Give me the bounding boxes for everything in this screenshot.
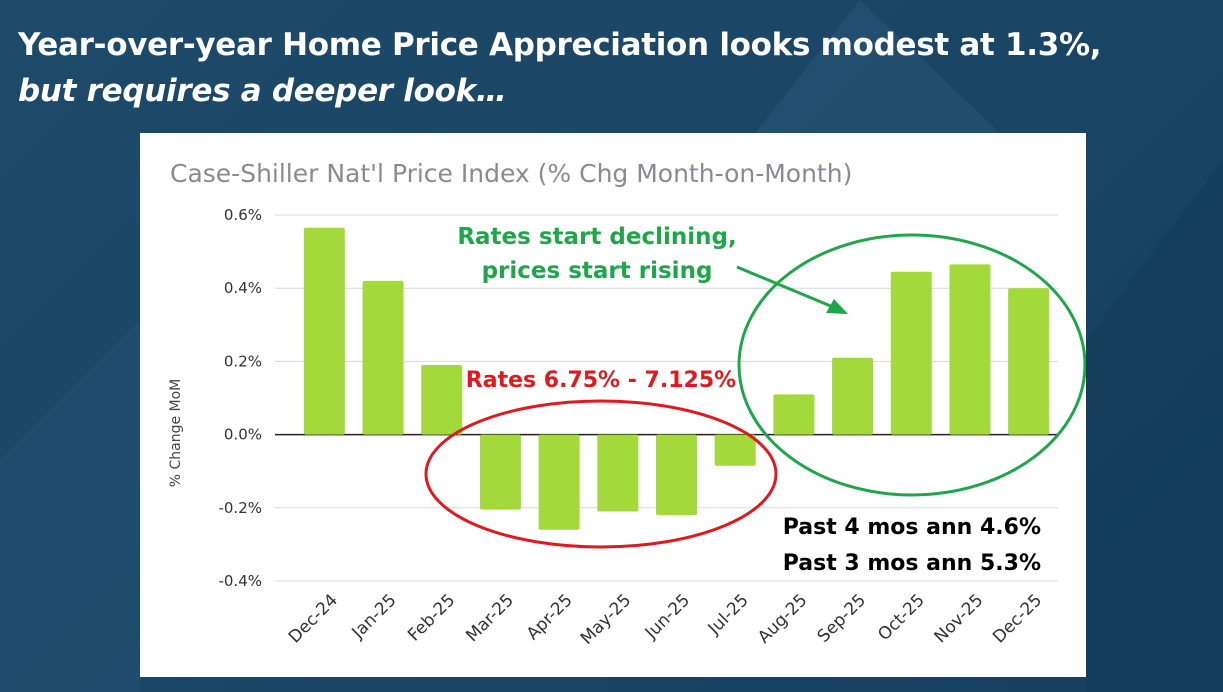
x-tick-label: Oct-25: [874, 590, 929, 645]
x-tick-label: Nov-25: [931, 590, 988, 647]
y-tick-label: 0.6%: [224, 206, 262, 224]
rates-decline-ellipse: [737, 233, 1086, 497]
chart-title: Case-Shiller Nat'l Price Index (% Chg Mo…: [170, 159, 852, 188]
annotation-arrow: [736, 265, 834, 309]
bar-jul-25: [714, 434, 756, 466]
bar-aug-25: [773, 394, 815, 435]
rates-decline-label-2: prices start rising: [482, 258, 713, 284]
headline-line-1: Year-over-year Home Price Appreciation l…: [18, 27, 1102, 63]
bar-jan-25: [362, 280, 404, 435]
x-tick-label: Jun-25: [641, 590, 694, 643]
bar-dec-25: [1008, 288, 1050, 435]
x-tick-label: Aug-25: [754, 590, 811, 647]
y-tick-label: 0.0%: [224, 426, 262, 444]
headline-line-2: but requires a deeper look…: [18, 73, 507, 109]
headline: Year-over-year Home Price Appreciation l…: [18, 22, 1102, 114]
bar-apr-25: [538, 434, 580, 530]
x-tick-label: Dec-25: [989, 590, 1046, 647]
x-tick-label: Feb-25: [404, 590, 459, 645]
x-tick-label: May-25: [577, 590, 635, 648]
x-tick-label: Dec-24: [285, 590, 342, 647]
rates-decline-label-1: Rates start declining,: [457, 224, 736, 250]
x-tick-label: Jul-25: [704, 590, 753, 639]
bar-chart: Case-Shiller Nat'l Price Index (% Chg Mo…: [168, 159, 1086, 649]
rates-high-ellipse: [424, 399, 778, 549]
y-tick-label: 0.2%: [224, 352, 262, 370]
rates-high-label: Rates 6.75% - 7.125%: [466, 368, 736, 393]
bar-may-25: [597, 434, 639, 512]
bar-mar-25: [479, 434, 521, 510]
x-tick-label: Apr-25: [523, 590, 577, 644]
bar-sep-25: [832, 357, 874, 435]
bar-dec-24: [303, 227, 345, 435]
x-tick-label: Jan-25: [348, 590, 401, 643]
y-tick-label: -0.2%: [218, 499, 262, 517]
y-axis-label: % Change MoM: [168, 379, 184, 488]
arrow-head-icon: [826, 299, 848, 314]
past-4-months-text: Past 4 mos ann 4.6%: [783, 515, 1041, 540]
past-3-months-text: Past 3 mos ann 5.3%: [783, 551, 1041, 576]
y-tick-label: -0.4%: [218, 572, 262, 590]
x-tick-label: Mar-25: [462, 590, 518, 646]
bar-nov-25: [949, 264, 991, 435]
y-tick-label: 0.4%: [224, 279, 262, 297]
chart-panel: Case-Shiller Nat'l Price Index (% Chg Mo…: [140, 133, 1086, 677]
bar-oct-25: [890, 271, 932, 435]
bar-feb-25: [421, 365, 463, 435]
x-tick-label: Sep-25: [814, 590, 870, 646]
bar-jun-25: [656, 434, 697, 516]
